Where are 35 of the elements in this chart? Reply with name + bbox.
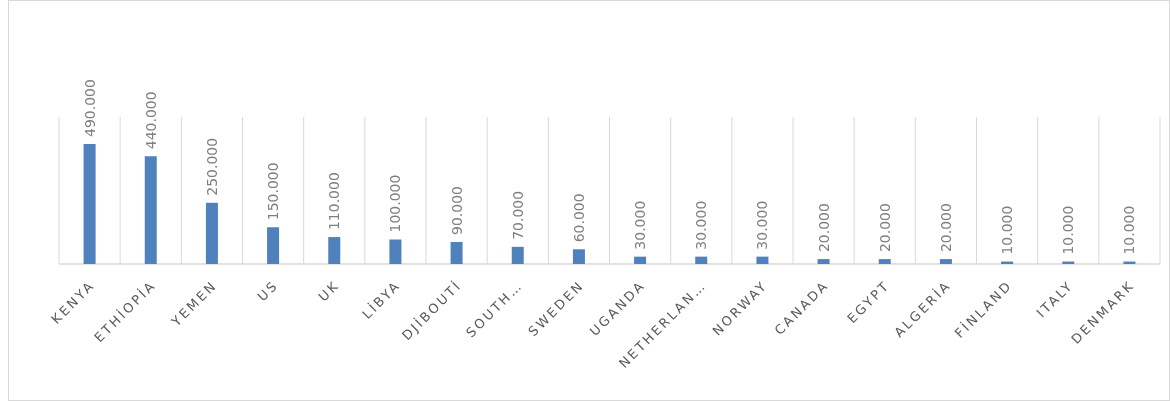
bar [939, 259, 952, 264]
bar [83, 144, 96, 264]
data-label: 20.000 [937, 203, 954, 253]
data-label: 250.000 [203, 137, 220, 196]
data-label: 60.000 [570, 193, 587, 243]
data-label: 490.000 [81, 79, 98, 137]
bar [389, 239, 402, 264]
x-tick-label: US [254, 277, 282, 305]
bar [695, 256, 708, 264]
bar [756, 256, 769, 264]
data-label: 90.000 [448, 185, 465, 235]
bar [634, 256, 647, 264]
data-label: 70.000 [509, 190, 526, 240]
data-label: 10.000 [999, 205, 1016, 255]
data-label: 110.000 [326, 172, 343, 231]
bar [511, 246, 524, 264]
bar [328, 237, 341, 264]
bar [817, 259, 830, 264]
bar [450, 241, 463, 264]
data-label: 150.000 [265, 162, 282, 221]
bar [267, 227, 280, 264]
data-label: 30.000 [632, 200, 649, 250]
data-label: 30.000 [693, 200, 710, 250]
data-label: 100.000 [387, 174, 404, 233]
data-label: 440.000 [142, 91, 159, 150]
x-tick-label: UK [315, 277, 343, 305]
bar [205, 202, 218, 264]
data-label: 10.000 [1121, 205, 1138, 255]
bar [878, 259, 891, 264]
bar [572, 249, 585, 264]
data-label: 10.000 [1060, 205, 1077, 255]
bar [144, 156, 157, 264]
data-label: 20.000 [876, 203, 893, 253]
data-label: 20.000 [815, 203, 832, 253]
data-label: 30.000 [754, 200, 771, 250]
